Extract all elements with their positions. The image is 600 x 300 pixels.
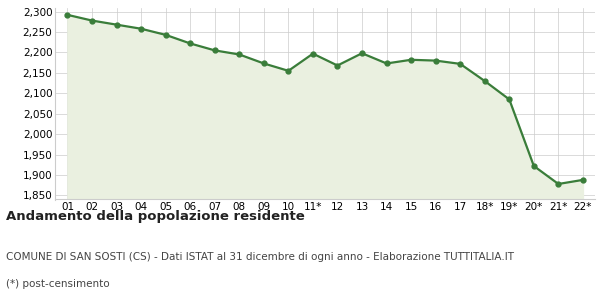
Text: Andamento della popolazione residente: Andamento della popolazione residente bbox=[6, 210, 305, 223]
Text: (*) post-censimento: (*) post-censimento bbox=[6, 279, 110, 289]
Text: COMUNE DI SAN SOSTI (CS) - Dati ISTAT al 31 dicembre di ogni anno - Elaborazione: COMUNE DI SAN SOSTI (CS) - Dati ISTAT al… bbox=[6, 252, 514, 262]
